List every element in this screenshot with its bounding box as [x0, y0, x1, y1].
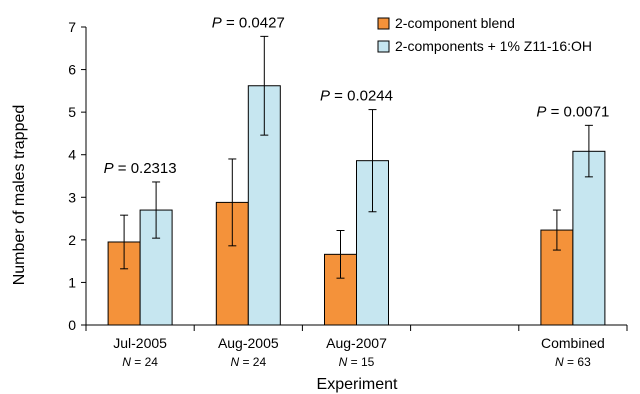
y-axis: 0 1 2 3 4 5 6 7: [68, 19, 87, 333]
legend-label: 2-components + 1% Z11-16:OH: [395, 38, 592, 54]
y-tick-label: 0: [68, 317, 76, 333]
y-tick-label: 5: [68, 104, 76, 120]
y-tick-label: 6: [68, 62, 76, 78]
category-label: Jul-2005: [113, 335, 167, 351]
bar: [107, 241, 141, 326]
sample-size-label: N = 63: [555, 355, 591, 369]
y-tick-label: 7: [68, 19, 76, 35]
y-tick-label: 1: [68, 274, 76, 290]
y-tick-label: 2: [68, 232, 76, 248]
legend-swatch: [377, 40, 390, 53]
category-label: Combined: [541, 335, 605, 351]
sample-size-label: N = 15: [339, 355, 375, 369]
sample-size-label: N = 24: [230, 355, 266, 369]
category-label: Aug-2005: [218, 335, 279, 351]
p-value-label: P = 0.0071: [536, 103, 609, 120]
y-axis-title: Number of males trapped: [11, 105, 28, 286]
y-tick-label: 4: [68, 147, 76, 163]
p-value-label: P = 0.2313: [104, 160, 177, 177]
sample-size-label: N = 24: [122, 355, 158, 369]
legend-label: 2-component blend: [395, 15, 515, 31]
x-axis-title: Experiment: [317, 376, 398, 393]
y-tick-label: 3: [68, 189, 76, 205]
p-value-label: P = 0.0427: [212, 14, 285, 31]
labels: Jul-2005 N = 24 P = 0.2313 Aug-2005 N = 24 P …: [104, 14, 610, 369]
legend-swatch: [377, 17, 390, 30]
category-label: Aug-2007: [326, 335, 387, 351]
legend: 2-component blend 2-components + 1% Z11-1…: [377, 15, 592, 54]
bars: [107, 35, 606, 326]
bar: [572, 150, 606, 326]
x-axis: [85, 324, 628, 331]
p-value-label: P = 0.0244: [320, 88, 393, 105]
